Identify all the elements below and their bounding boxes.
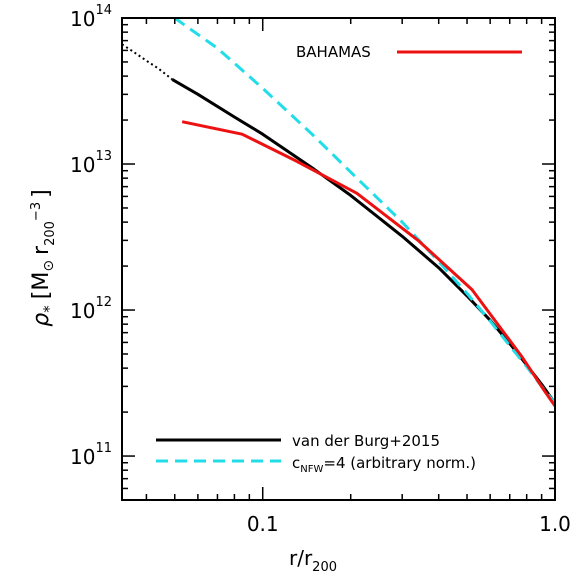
y-tick-label-exp: 11 xyxy=(95,441,112,456)
plot-frame xyxy=(121,17,556,501)
legend-top: BAHAMAS xyxy=(296,43,522,61)
y-axis-label-r-sub: 200 xyxy=(43,221,58,246)
legend-nfw-c: c xyxy=(292,454,300,472)
y-tick-label-base: 10 xyxy=(70,445,95,469)
series-bahamas-line xyxy=(181,120,555,407)
legend-bottom: van der Burg+2015 cNFW=4 (arbitrary norm… xyxy=(156,432,476,475)
y-axis-label-rho: ρ xyxy=(29,313,54,327)
legend-nfw-sub: NFW xyxy=(300,464,323,475)
x-axis-label-sub: 200 xyxy=(312,560,337,575)
y-tick-label: 1014 xyxy=(70,3,112,31)
y-tick-label: 1011 xyxy=(70,441,112,469)
ticks xyxy=(122,17,556,501)
legend-nfw-label: cNFW=4 (arbitrary norm.) xyxy=(292,454,476,475)
y-tick-label: 1012 xyxy=(70,295,112,323)
y-axis-label-r: r xyxy=(29,245,54,255)
y-tick-label-exp: 12 xyxy=(95,295,112,310)
plot-lines xyxy=(122,18,555,407)
legend-vdb-label: van der Burg+2015 xyxy=(292,432,440,450)
series-vdb_extrap-line xyxy=(122,43,173,81)
x-tick-labels: 0.1 1.0 xyxy=(247,512,571,536)
y-tick-label-exp: 13 xyxy=(95,149,112,164)
y-axis-label-exp: −3 xyxy=(29,202,44,221)
y-axis-label-bracket: [M xyxy=(29,272,54,300)
y-tick-label-base: 10 xyxy=(70,299,95,323)
x-axis-label-main: r/r xyxy=(289,546,313,570)
y-tick-label: 1013 xyxy=(70,149,112,177)
y-tick-label-base: 10 xyxy=(70,7,95,31)
x-tick-label: 0.1 xyxy=(247,512,279,536)
legend-nfw-rest: =4 (arbitrary norm.) xyxy=(323,454,476,472)
legend-bahamas-label: BAHAMAS xyxy=(296,43,371,61)
series-vdb-line xyxy=(171,78,555,405)
y-axis-label-bracket-close: ] xyxy=(29,189,54,198)
y-tick-label-exp: 14 xyxy=(95,3,112,18)
y-axis-label-sun: ⊙ xyxy=(41,260,57,272)
x-axis-label: r/r200 xyxy=(289,546,337,575)
y-tick-label-base: 10 xyxy=(70,153,95,177)
y-axis-label: ρ* [M⊙ r200−3] xyxy=(29,189,58,326)
y-axis-label-star: * xyxy=(40,305,58,313)
x-tick-label: 1.0 xyxy=(539,512,571,536)
series-nfw-line xyxy=(173,18,555,405)
